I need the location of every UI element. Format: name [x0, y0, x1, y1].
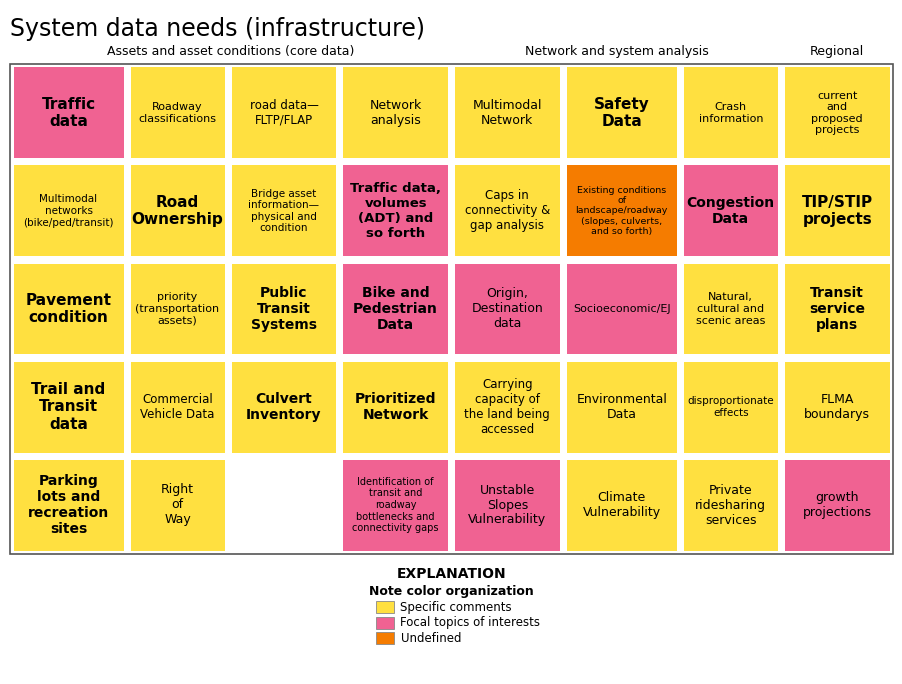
Text: EXPLANATION: EXPLANATION [396, 567, 506, 581]
Bar [231, 362, 336, 453]
Text: Congestion
Data: Congestion Data [686, 196, 774, 226]
Text: Roadway
classifications: Roadway classifications [138, 102, 216, 124]
Bar [131, 362, 225, 453]
Bar [376, 632, 394, 644]
Text: Pavement
condition: Pavement condition [25, 293, 111, 325]
Bar [131, 263, 225, 354]
Text: Undefined: Undefined [400, 631, 461, 644]
Bar [455, 263, 559, 354]
Bar [14, 166, 124, 256]
Text: Bridge asset
information—
physical and
condition: Bridge asset information— physical and c… [248, 189, 319, 233]
Text: Carrying
capacity of
the land being
accessed: Carrying capacity of the land being acce… [464, 378, 549, 436]
Text: Traffic
data: Traffic data [41, 97, 96, 129]
Bar [231, 166, 336, 256]
Text: Road
Ownership: Road Ownership [132, 195, 223, 227]
Text: Socioeconomic/EJ: Socioeconomic/EJ [572, 304, 670, 314]
Text: road data—
FLTP/FLAP: road data— FLTP/FLAP [249, 99, 318, 127]
Bar [683, 68, 777, 159]
Text: priority
(transportation
assets): priority (transportation assets) [135, 292, 219, 326]
Text: Trail and
Transit
data: Trail and Transit data [32, 382, 106, 432]
Bar [566, 68, 676, 159]
Bar [343, 460, 447, 551]
Bar [683, 362, 777, 453]
Bar [343, 166, 447, 256]
Text: FLMA
boundarys: FLMA boundarys [804, 393, 870, 421]
Text: Safety
Data: Safety Data [594, 97, 649, 129]
Text: Commercial
Vehicle Data: Commercial Vehicle Data [140, 393, 215, 421]
Text: Natural,
cultural and
scenic areas: Natural, cultural and scenic areas [695, 292, 765, 326]
Text: Private
ridesharing
services: Private ridesharing services [695, 484, 766, 527]
Text: Caps in
connectivity &
gap analysis: Caps in connectivity & gap analysis [465, 189, 549, 233]
Text: Public
Transit
Systems: Public Transit Systems [251, 286, 317, 332]
Bar [131, 166, 225, 256]
Bar [683, 460, 777, 551]
Bar [784, 263, 888, 354]
Text: Multimodal
networks
(bike/ped/transit): Multimodal networks (bike/ped/transit) [23, 194, 114, 228]
Text: Specific comments: Specific comments [400, 601, 511, 614]
Bar [566, 263, 676, 354]
Text: TIP/STIP
projects: TIP/STIP projects [801, 195, 871, 227]
Text: current
and
proposed
projects: current and proposed projects [810, 90, 862, 135]
Text: Climate
Vulnerability: Climate Vulnerability [582, 491, 660, 519]
Bar [376, 616, 394, 629]
Bar [14, 68, 124, 159]
Bar [683, 263, 777, 354]
Text: Origin,
Destination
data: Origin, Destination data [471, 287, 543, 330]
Text: Multimodal
Network: Multimodal Network [472, 99, 541, 127]
Text: Unstable
Slopes
Vulnerability: Unstable Slopes Vulnerability [468, 484, 546, 527]
Text: Regional: Regional [809, 44, 863, 57]
Bar [784, 166, 888, 256]
Bar [784, 460, 888, 551]
Bar [343, 68, 447, 159]
Text: growth
projections: growth projections [802, 491, 870, 519]
Bar [231, 263, 336, 354]
Text: Crash
information: Crash information [698, 102, 762, 124]
Text: Prioritized
Network: Prioritized Network [354, 392, 436, 422]
Bar [376, 601, 394, 613]
Bar [455, 362, 559, 453]
Text: Transit
service
plans: Transit service plans [808, 286, 864, 332]
Bar [343, 263, 447, 354]
Bar [566, 362, 676, 453]
Text: Network
analysis: Network analysis [369, 99, 421, 127]
Bar [14, 362, 124, 453]
Text: Assets and asset conditions (core data): Assets and asset conditions (core data) [107, 44, 354, 57]
Bar [455, 68, 559, 159]
Bar [455, 166, 559, 256]
Bar [683, 166, 777, 256]
Bar [14, 460, 124, 551]
Bar [343, 362, 447, 453]
Bar [131, 68, 225, 159]
Bar [231, 68, 336, 159]
Bar [566, 460, 676, 551]
Text: Parking
lots and
recreation
sites: Parking lots and recreation sites [28, 474, 109, 536]
Text: Culvert
Inventory: Culvert Inventory [246, 392, 321, 422]
Text: System data needs (infrastructure): System data needs (infrastructure) [10, 17, 425, 41]
Text: Environmental
Data: Environmental Data [575, 393, 667, 421]
Text: disproportionate
effects: disproportionate effects [686, 396, 773, 418]
Text: Traffic data,
volumes
(ADT) and
so forth: Traffic data, volumes (ADT) and so forth [350, 182, 441, 240]
Bar [14, 263, 124, 354]
Text: Note color organization: Note color organization [369, 585, 533, 598]
Bar [131, 460, 225, 551]
Bar [455, 460, 559, 551]
Text: Right
of
Way: Right of Way [161, 484, 194, 527]
Bar [784, 68, 888, 159]
Text: Identification of
transit and
roadway
bottlenecks and
connectivity gaps: Identification of transit and roadway bo… [352, 477, 438, 534]
Text: Bike and
Pedestrian
Data: Bike and Pedestrian Data [353, 286, 437, 332]
Bar [566, 166, 676, 256]
Text: Existing conditions
of
landscape/roadway
(slopes, culverts,
and so forth): Existing conditions of landscape/roadway… [575, 185, 667, 236]
Bar [10, 64, 892, 554]
Bar [784, 362, 888, 453]
Text: Focal topics of interests: Focal topics of interests [400, 616, 540, 629]
Text: Network and system analysis: Network and system analysis [524, 44, 707, 57]
